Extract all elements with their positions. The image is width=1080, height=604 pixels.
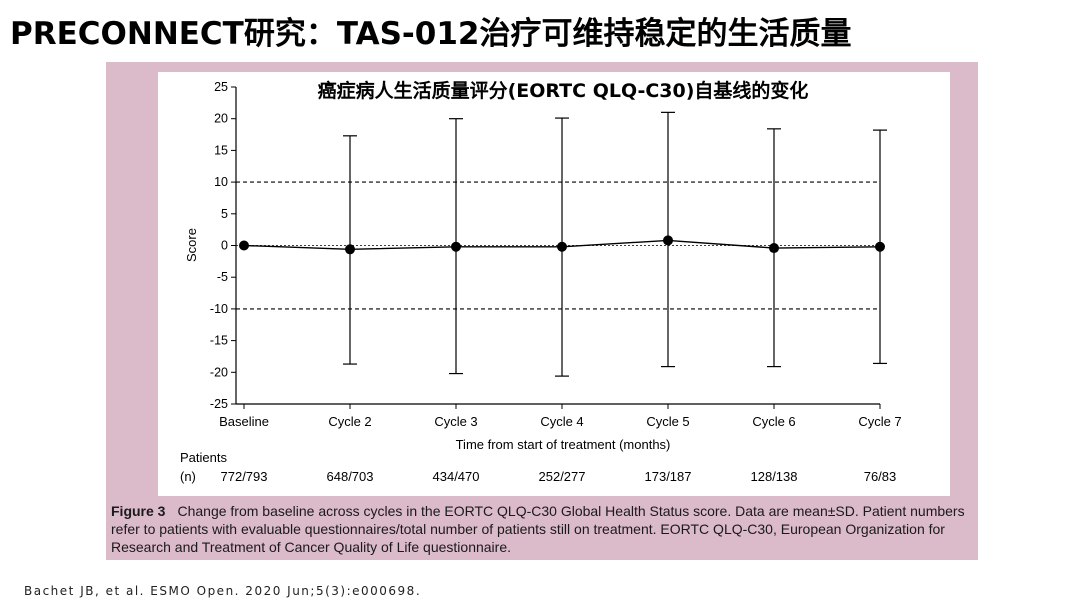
patient-count: 173/187 <box>645 469 692 484</box>
chart-box <box>158 72 950 496</box>
x-axis: Baseline Cycle 2 Cycle 3 Cycle 4 Cycle 5 Cycl… <box>219 403 902 429</box>
x-tick-label: Cycle 7 <box>858 414 901 429</box>
data-points <box>239 235 885 255</box>
patients-unit: (n) <box>180 469 196 484</box>
y-tick-label: 25 <box>214 80 228 94</box>
data-point <box>451 241 461 252</box>
x-tick-label: Cycle 5 <box>646 414 689 429</box>
y-tick-label: 20 <box>214 112 228 126</box>
x-tick-label: Cycle 6 <box>752 414 795 429</box>
data-point <box>663 235 673 246</box>
y-tick-label: -5 <box>217 270 228 284</box>
patient-count: 434/470 <box>433 469 480 484</box>
citation: Bachet JB, et al. ESMO Open. 2020 Jun;5(… <box>24 584 422 598</box>
y-tick-label: 0 <box>221 239 228 253</box>
patient-count: 252/277 <box>539 469 586 484</box>
figure-caption: Figure 3 Change from baseline across cycl… <box>111 502 973 556</box>
data-point <box>875 241 885 252</box>
patient-counts: 772/793 648/703 434/470 252/277 173/187 128/1… <box>221 469 897 484</box>
y-tick-label: -20 <box>210 365 228 379</box>
x-tick-label: Baseline <box>219 414 269 429</box>
patient-count: 76/83 <box>864 469 897 484</box>
y-tick-label: -10 <box>210 302 228 316</box>
y-tick-label: -25 <box>210 397 228 411</box>
y-tick-label: 15 <box>214 143 228 157</box>
x-axis-label: Time from start of treatment (months) <box>456 437 671 452</box>
x-tick-label: Cycle 3 <box>434 414 477 429</box>
x-tick-label: Cycle 2 <box>328 414 371 429</box>
patient-count: 772/793 <box>221 469 268 484</box>
patient-count: 648/703 <box>327 469 374 484</box>
y-tick-label: 10 <box>214 175 228 189</box>
y-tick-label: -15 <box>210 334 228 348</box>
data-point <box>557 241 567 252</box>
patient-count: 128/138 <box>751 469 798 484</box>
caption-figure-label: Figure 3 <box>111 503 166 519</box>
x-tick-label: Cycle 4 <box>540 414 583 429</box>
y-axis: 25 20 15 10 5 0 -5 -10 -15 -20 -25 <box>210 80 237 411</box>
data-point <box>239 240 249 251</box>
data-point <box>769 243 779 254</box>
y-tick-label: 5 <box>221 207 228 221</box>
caption-text: Change from baseline across cycles in th… <box>111 503 965 555</box>
patients-label: Patients <box>180 450 227 465</box>
y-axis-label: Score <box>184 228 199 262</box>
data-point <box>345 244 355 255</box>
chart-title: 癌症病人生活质量评分(EORTC QLQ-C30)自基线的变化 <box>318 79 809 102</box>
slide-title: PRECONNECT研究：TAS-012治疗可维持稳定的生活质量 <box>10 16 852 52</box>
